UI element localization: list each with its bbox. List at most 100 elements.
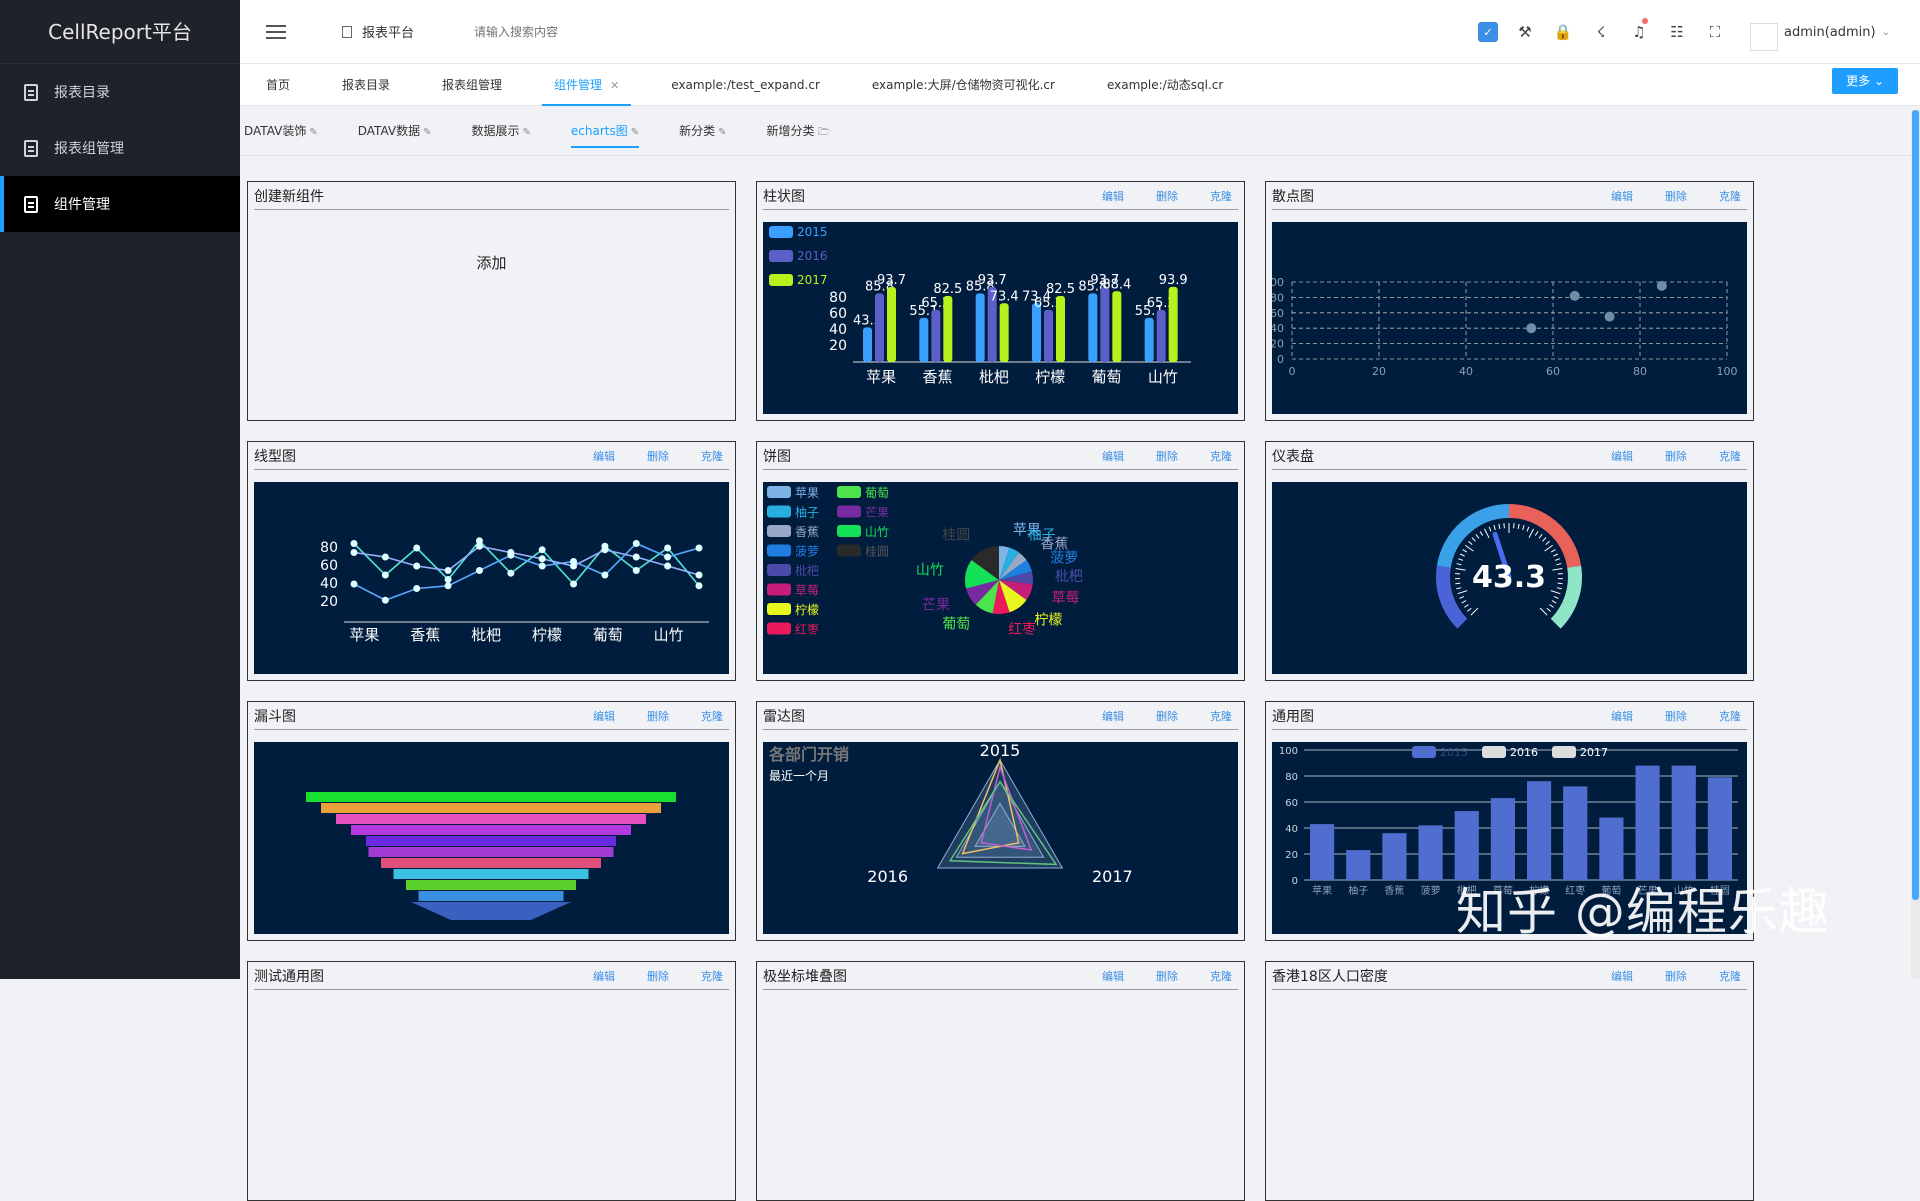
edit-button[interactable]: 编辑	[1611, 188, 1633, 204]
tab-home[interactable]: 首页	[240, 64, 316, 106]
clone-button[interactable]: 克隆	[1719, 708, 1741, 724]
sidebar: CellReport平台 报表目录 报表组管理 组件管理	[0, 0, 240, 979]
gauge-tick	[1556, 564, 1561, 565]
component-card-test-general: 测试通用图 编辑 删除 克隆	[247, 961, 736, 1201]
edit-button[interactable]: 编辑	[593, 708, 615, 724]
edit-pencil-icon[interactable]: ✎	[631, 127, 639, 138]
gauge-tick	[1489, 527, 1491, 532]
tab-report-group[interactable]: 报表组管理	[416, 64, 528, 106]
delete-button[interactable]: 删除	[1156, 448, 1178, 464]
menu-toggle-icon[interactable]	[266, 25, 286, 39]
fullscreen-icon[interactable]: ⛶	[1704, 21, 1726, 43]
delete-button[interactable]: 删除	[1665, 448, 1687, 464]
tools-icon[interactable]: ⚒	[1514, 21, 1536, 43]
category-datav-data[interactable]: DATAV数据✎	[358, 106, 432, 156]
dropdown-check-icon[interactable]: ✓	[1478, 22, 1498, 42]
edit-button[interactable]: 编辑	[1102, 188, 1124, 204]
clone-button[interactable]: 克隆	[1719, 968, 1741, 984]
edit-button[interactable]: 编辑	[1102, 968, 1124, 984]
chart-preview-scatter[interactable]: 020406080100020406080100	[1272, 222, 1747, 414]
delete-button[interactable]: 删除	[647, 708, 669, 724]
chevron-down-icon: ⌄	[1882, 27, 1890, 38]
y-tick-label: 0	[1292, 876, 1298, 887]
delete-button[interactable]: 删除	[1156, 968, 1178, 984]
translate-icon[interactable]: ☷	[1666, 21, 1688, 43]
gauge-tick	[1557, 588, 1562, 589]
clone-button[interactable]: 克隆	[1719, 448, 1741, 464]
clone-button[interactable]: 克隆	[701, 708, 723, 724]
tab-component-manage[interactable]: 组件管理✕	[528, 64, 645, 106]
add-component-button[interactable]: 添加	[248, 252, 735, 273]
edit-button[interactable]: 编辑	[1102, 708, 1124, 724]
more-button[interactable]: 更多 ⌄	[1832, 68, 1898, 94]
legend-swatch	[767, 486, 791, 498]
create-component-card[interactable]: 创建新组件 添加	[247, 181, 736, 421]
edit-button[interactable]: 编辑	[1611, 448, 1633, 464]
clone-button[interactable]: 克隆	[1719, 188, 1741, 204]
delete-button[interactable]: 删除	[1156, 188, 1178, 204]
chart-preview-funnel[interactable]	[254, 742, 729, 934]
user-menu[interactable]: admin(admin) ⌄	[1750, 13, 1890, 51]
category-label: echarts图	[571, 124, 628, 138]
clone-button[interactable]: 克隆	[1210, 708, 1232, 724]
theme-shirt-icon[interactable]: ☇	[1590, 21, 1612, 43]
breadcrumb[interactable]: 报表平台	[342, 22, 414, 41]
delete-button[interactable]: 删除	[647, 448, 669, 464]
y-tick-label: 20	[1285, 850, 1298, 861]
delete-button[interactable]: 删除	[1665, 968, 1687, 984]
search-input[interactable]	[474, 25, 714, 39]
edit-pencil-icon[interactable]: ✎	[718, 127, 726, 138]
tab-report-catalog[interactable]: 报表目录	[316, 64, 416, 106]
card-title: 柱状图	[763, 186, 1070, 206]
delete-button[interactable]: 删除	[1665, 708, 1687, 724]
y-tick-label: 0	[1277, 353, 1284, 366]
edit-pencil-icon[interactable]: ✎	[309, 127, 317, 138]
bar	[1145, 318, 1154, 362]
edit-pencil-icon[interactable]: ✎	[423, 127, 431, 138]
gauge-tick	[1464, 605, 1468, 608]
lock-icon[interactable]: 🔒	[1552, 21, 1574, 43]
y-tick-label: 80	[320, 540, 338, 556]
edit-button[interactable]: 编辑	[593, 968, 615, 984]
clone-button[interactable]: 克隆	[1210, 188, 1232, 204]
edit-button[interactable]: 编辑	[1102, 448, 1124, 464]
clone-button[interactable]: 克隆	[1210, 448, 1232, 464]
delete-button[interactable]: 删除	[1156, 708, 1178, 724]
add-folder-icon[interactable]: 🗁	[818, 127, 830, 138]
bell-icon[interactable]: ♫	[1628, 21, 1650, 43]
edit-button[interactable]: 编辑	[1611, 968, 1633, 984]
sidebar-item-report-catalog[interactable]: 报表目录	[0, 64, 240, 120]
tab-test-expand[interactable]: example:/test_expand.cr	[645, 64, 846, 106]
edit-button[interactable]: 编辑	[593, 448, 615, 464]
category-data-display[interactable]: 数据展示✎	[472, 106, 531, 156]
chart-preview-pie[interactable]: 苹果柚子香蕉菠萝枇杷草莓柠檬红枣葡萄芒果山竹桂圆苹果柚子香蕉菠萝枇杷草莓柠檬红枣…	[763, 482, 1238, 674]
category-new[interactable]: 新分类✎	[679, 106, 726, 156]
clone-button[interactable]: 克隆	[701, 968, 723, 984]
scrollbar-thumb[interactable]	[1912, 110, 1919, 900]
sidebar-item-report-group[interactable]: 报表组管理	[0, 120, 240, 176]
edit-pencil-icon[interactable]: ✎	[523, 127, 531, 138]
delete-button[interactable]: 删除	[647, 968, 669, 984]
y-tick-label: 60	[1272, 307, 1284, 320]
line-point	[539, 555, 546, 562]
scrollbar[interactable]	[1911, 110, 1920, 979]
clone-button[interactable]: 克隆	[701, 448, 723, 464]
sidebar-item-component-manage[interactable]: 组件管理	[0, 176, 240, 232]
tab-dynamic-sql[interactable]: example:/动态sql.cr	[1081, 64, 1249, 106]
funnel-segment	[366, 836, 616, 846]
clone-button[interactable]: 克隆	[1210, 968, 1232, 984]
category-echarts[interactable]: echarts图✎	[571, 106, 639, 156]
chart-preview-gauge[interactable]: 43.3	[1272, 482, 1747, 674]
gauge-tick	[1456, 569, 1466, 571]
close-icon[interactable]: ✕	[610, 79, 619, 92]
delete-button[interactable]: 删除	[1665, 188, 1687, 204]
gauge-tick	[1471, 608, 1478, 615]
edit-button[interactable]: 编辑	[1611, 708, 1633, 724]
tab-warehouse[interactable]: example:大屏/仓储物资可视化.cr	[846, 64, 1081, 106]
category-datav-decor[interactable]: DATAV装饰✎	[244, 106, 318, 156]
category-add-new[interactable]: 新增分类🗁	[767, 106, 830, 156]
